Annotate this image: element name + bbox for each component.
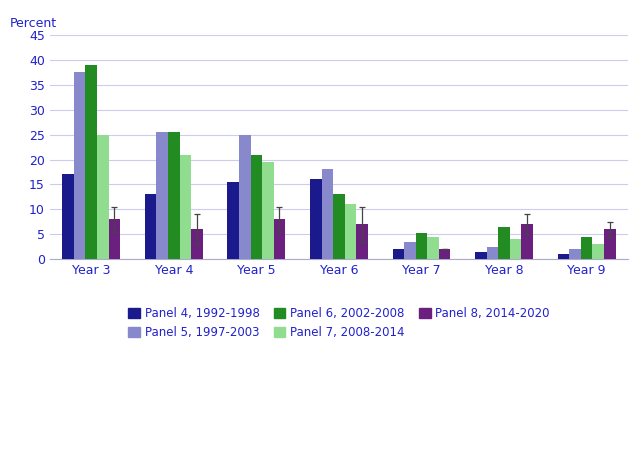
- Bar: [604, 230, 615, 259]
- Bar: [475, 252, 487, 259]
- Bar: [416, 233, 428, 259]
- Bar: [592, 244, 604, 259]
- Bar: [251, 154, 262, 259]
- Bar: [404, 242, 416, 259]
- Legend: Panel 4, 1992-1998, Panel 5, 1997-2003, Panel 6, 2002-2008, Panel 7, 2008-2014, : Panel 4, 1992-1998, Panel 5, 1997-2003, …: [125, 303, 554, 342]
- Bar: [191, 230, 203, 259]
- Bar: [310, 180, 322, 259]
- Bar: [274, 219, 285, 259]
- Bar: [498, 227, 510, 259]
- Bar: [239, 135, 251, 259]
- Bar: [74, 72, 86, 259]
- Bar: [557, 254, 569, 259]
- Bar: [356, 224, 368, 259]
- Bar: [179, 154, 191, 259]
- Bar: [62, 175, 74, 259]
- Bar: [345, 204, 356, 259]
- Bar: [521, 224, 533, 259]
- Bar: [428, 237, 439, 259]
- Bar: [569, 249, 581, 259]
- Bar: [322, 170, 333, 259]
- Bar: [97, 135, 109, 259]
- Bar: [145, 194, 156, 259]
- Bar: [333, 194, 345, 259]
- Bar: [109, 219, 120, 259]
- Bar: [393, 249, 404, 259]
- Bar: [228, 182, 239, 259]
- Bar: [439, 249, 451, 259]
- Bar: [168, 132, 179, 259]
- Bar: [86, 65, 97, 259]
- Bar: [581, 237, 592, 259]
- Text: Percent: Percent: [10, 18, 57, 31]
- Bar: [510, 239, 521, 259]
- Bar: [262, 162, 274, 259]
- Bar: [487, 247, 498, 259]
- Bar: [156, 132, 168, 259]
